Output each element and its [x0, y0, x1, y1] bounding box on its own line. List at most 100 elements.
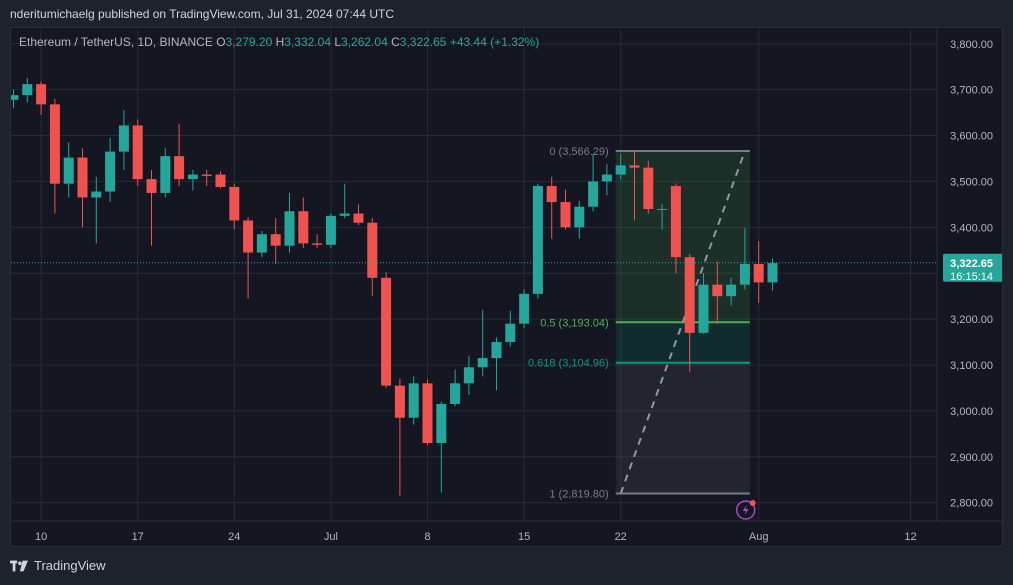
- fib-zone-0.5-0.618: [615, 322, 750, 363]
- fib-zone-0.618-1: [615, 362, 750, 494]
- y-tick-label: 3,500.00: [950, 176, 993, 188]
- candle-body: [519, 293, 530, 324]
- candle-body: [560, 202, 571, 228]
- candle-body: [256, 234, 267, 253]
- y-tick-label: 3,800.00: [950, 39, 993, 51]
- candle-body: [532, 186, 543, 294]
- high-label: H: [275, 35, 285, 49]
- candle-body: [670, 186, 681, 258]
- y-tick-label: 3,400.00: [950, 222, 993, 234]
- x-tick-label: 22: [615, 531, 627, 543]
- candle-body: [215, 174, 226, 187]
- candle-body: [450, 383, 461, 404]
- candle-body: [63, 157, 74, 184]
- candle-body: [243, 220, 254, 253]
- candle-body: [408, 383, 419, 418]
- candle-body: [312, 243, 323, 245]
- candle-body: [36, 84, 47, 105]
- y-tick-label: 2,900.00: [950, 452, 993, 464]
- candle-body: [436, 403, 447, 443]
- change-value: +43.44 (+1.32%): [449, 35, 540, 49]
- candle-body: [174, 156, 185, 180]
- candle-body: [353, 213, 364, 223]
- price-tag-countdown: 16:15:14: [950, 271, 993, 283]
- candle-body: [739, 264, 750, 285]
- symbol-legend: Ethereum / TetherUS, 1D, BINANCE O3,279.…: [19, 35, 539, 49]
- candle-body: [146, 179, 157, 193]
- candle-body: [657, 208, 668, 210]
- candle-body: [422, 383, 433, 443]
- x-tick-label: Jul: [324, 531, 338, 543]
- candle-body: [284, 211, 295, 246]
- fib-level-label: 0.618 (3,104.96): [528, 358, 609, 370]
- candle-body: [726, 284, 737, 297]
- chart-panel[interactable]: 0 (3,566.29) 0.5 (3,193.04) 0.618 (3,104.9…: [10, 27, 1003, 547]
- low-value: 3,262.04: [341, 35, 388, 49]
- candle-body: [270, 234, 281, 246]
- candle-body: [201, 174, 212, 176]
- fib-zone-0-0.5: [615, 151, 750, 323]
- candle-body: [615, 165, 626, 175]
- candle-body: [339, 213, 350, 216]
- footer-brand: TradingView: [34, 558, 106, 573]
- price-chart[interactable]: 0 (3,566.29) 0.5 (3,193.04) 0.618 (3,104.9…: [11, 28, 1003, 547]
- candles: [11, 78, 778, 496]
- lightning-icon: [735, 500, 756, 520]
- x-tick-label: 10: [35, 531, 47, 543]
- candle-body: [753, 264, 764, 283]
- y-tick-label: 2,800.00: [950, 498, 993, 510]
- x-tick-label: 15: [518, 531, 530, 543]
- close-value: 3,322.65: [399, 35, 447, 49]
- y-tick-label: 3,600.00: [950, 131, 993, 143]
- open-value: 3,279.20: [225, 35, 273, 49]
- time-axis: 10 17 24 Jul 8 15 22 Aug 12: [35, 531, 917, 543]
- x-tick-label: 12: [904, 531, 916, 543]
- candle-body: [11, 95, 19, 100]
- symbol-title: Ethereum / TetherUS, 1D, BINANCE: [19, 35, 213, 49]
- x-tick-label: 8: [424, 531, 430, 543]
- fib-level-label: 0 (3,566.29): [549, 146, 608, 158]
- x-tick-label: 17: [132, 531, 144, 543]
- price-tag-price: 3,322.65: [950, 258, 993, 270]
- high-value: 3,332.04: [284, 35, 331, 49]
- candle-body: [601, 174, 612, 182]
- candle-body: [367, 222, 378, 278]
- y-tick-label: 3,000.00: [950, 406, 993, 418]
- candle-body: [712, 284, 723, 297]
- y-tick-label: 3,700.00: [950, 85, 993, 97]
- price-tag-box: [943, 253, 1002, 282]
- footer: TradingView: [10, 558, 106, 573]
- candle-body: [229, 186, 240, 221]
- y-tick-label: 3,100.00: [950, 360, 993, 372]
- candle-body: [22, 84, 33, 96]
- candle-body: [381, 277, 392, 386]
- candle-body: [546, 186, 557, 203]
- candle-body: [588, 181, 599, 207]
- candle-body: [118, 125, 129, 152]
- notification-dot-icon: [749, 500, 756, 506]
- candle-body: [684, 257, 695, 333]
- candle-body: [574, 206, 585, 228]
- fib-level-label: 1 (2,819.80): [549, 489, 608, 501]
- candle-body: [91, 191, 102, 198]
- candle-body: [491, 342, 502, 359]
- publish-header: nderitumichaelg published on TradingView…: [10, 7, 395, 21]
- candle-body: [160, 156, 171, 193]
- candle-body: [77, 157, 88, 198]
- candle-body: [643, 167, 654, 209]
- y-tick-label: 3,200.00: [950, 314, 993, 326]
- candle-body: [477, 358, 488, 368]
- open-label: O: [216, 35, 226, 49]
- x-tick-label: Aug: [749, 531, 769, 543]
- candle-body: [187, 174, 198, 180]
- candle-body: [394, 385, 405, 418]
- candle-body: [629, 165, 640, 168]
- candle-body: [698, 284, 709, 333]
- candle-body: [325, 215, 336, 245]
- low-label: L: [334, 35, 342, 49]
- tradingview-logo-icon: [10, 560, 28, 571]
- candle-body: [767, 263, 778, 283]
- lightning-bolt-icon: [742, 505, 749, 515]
- close-label: C: [391, 35, 400, 49]
